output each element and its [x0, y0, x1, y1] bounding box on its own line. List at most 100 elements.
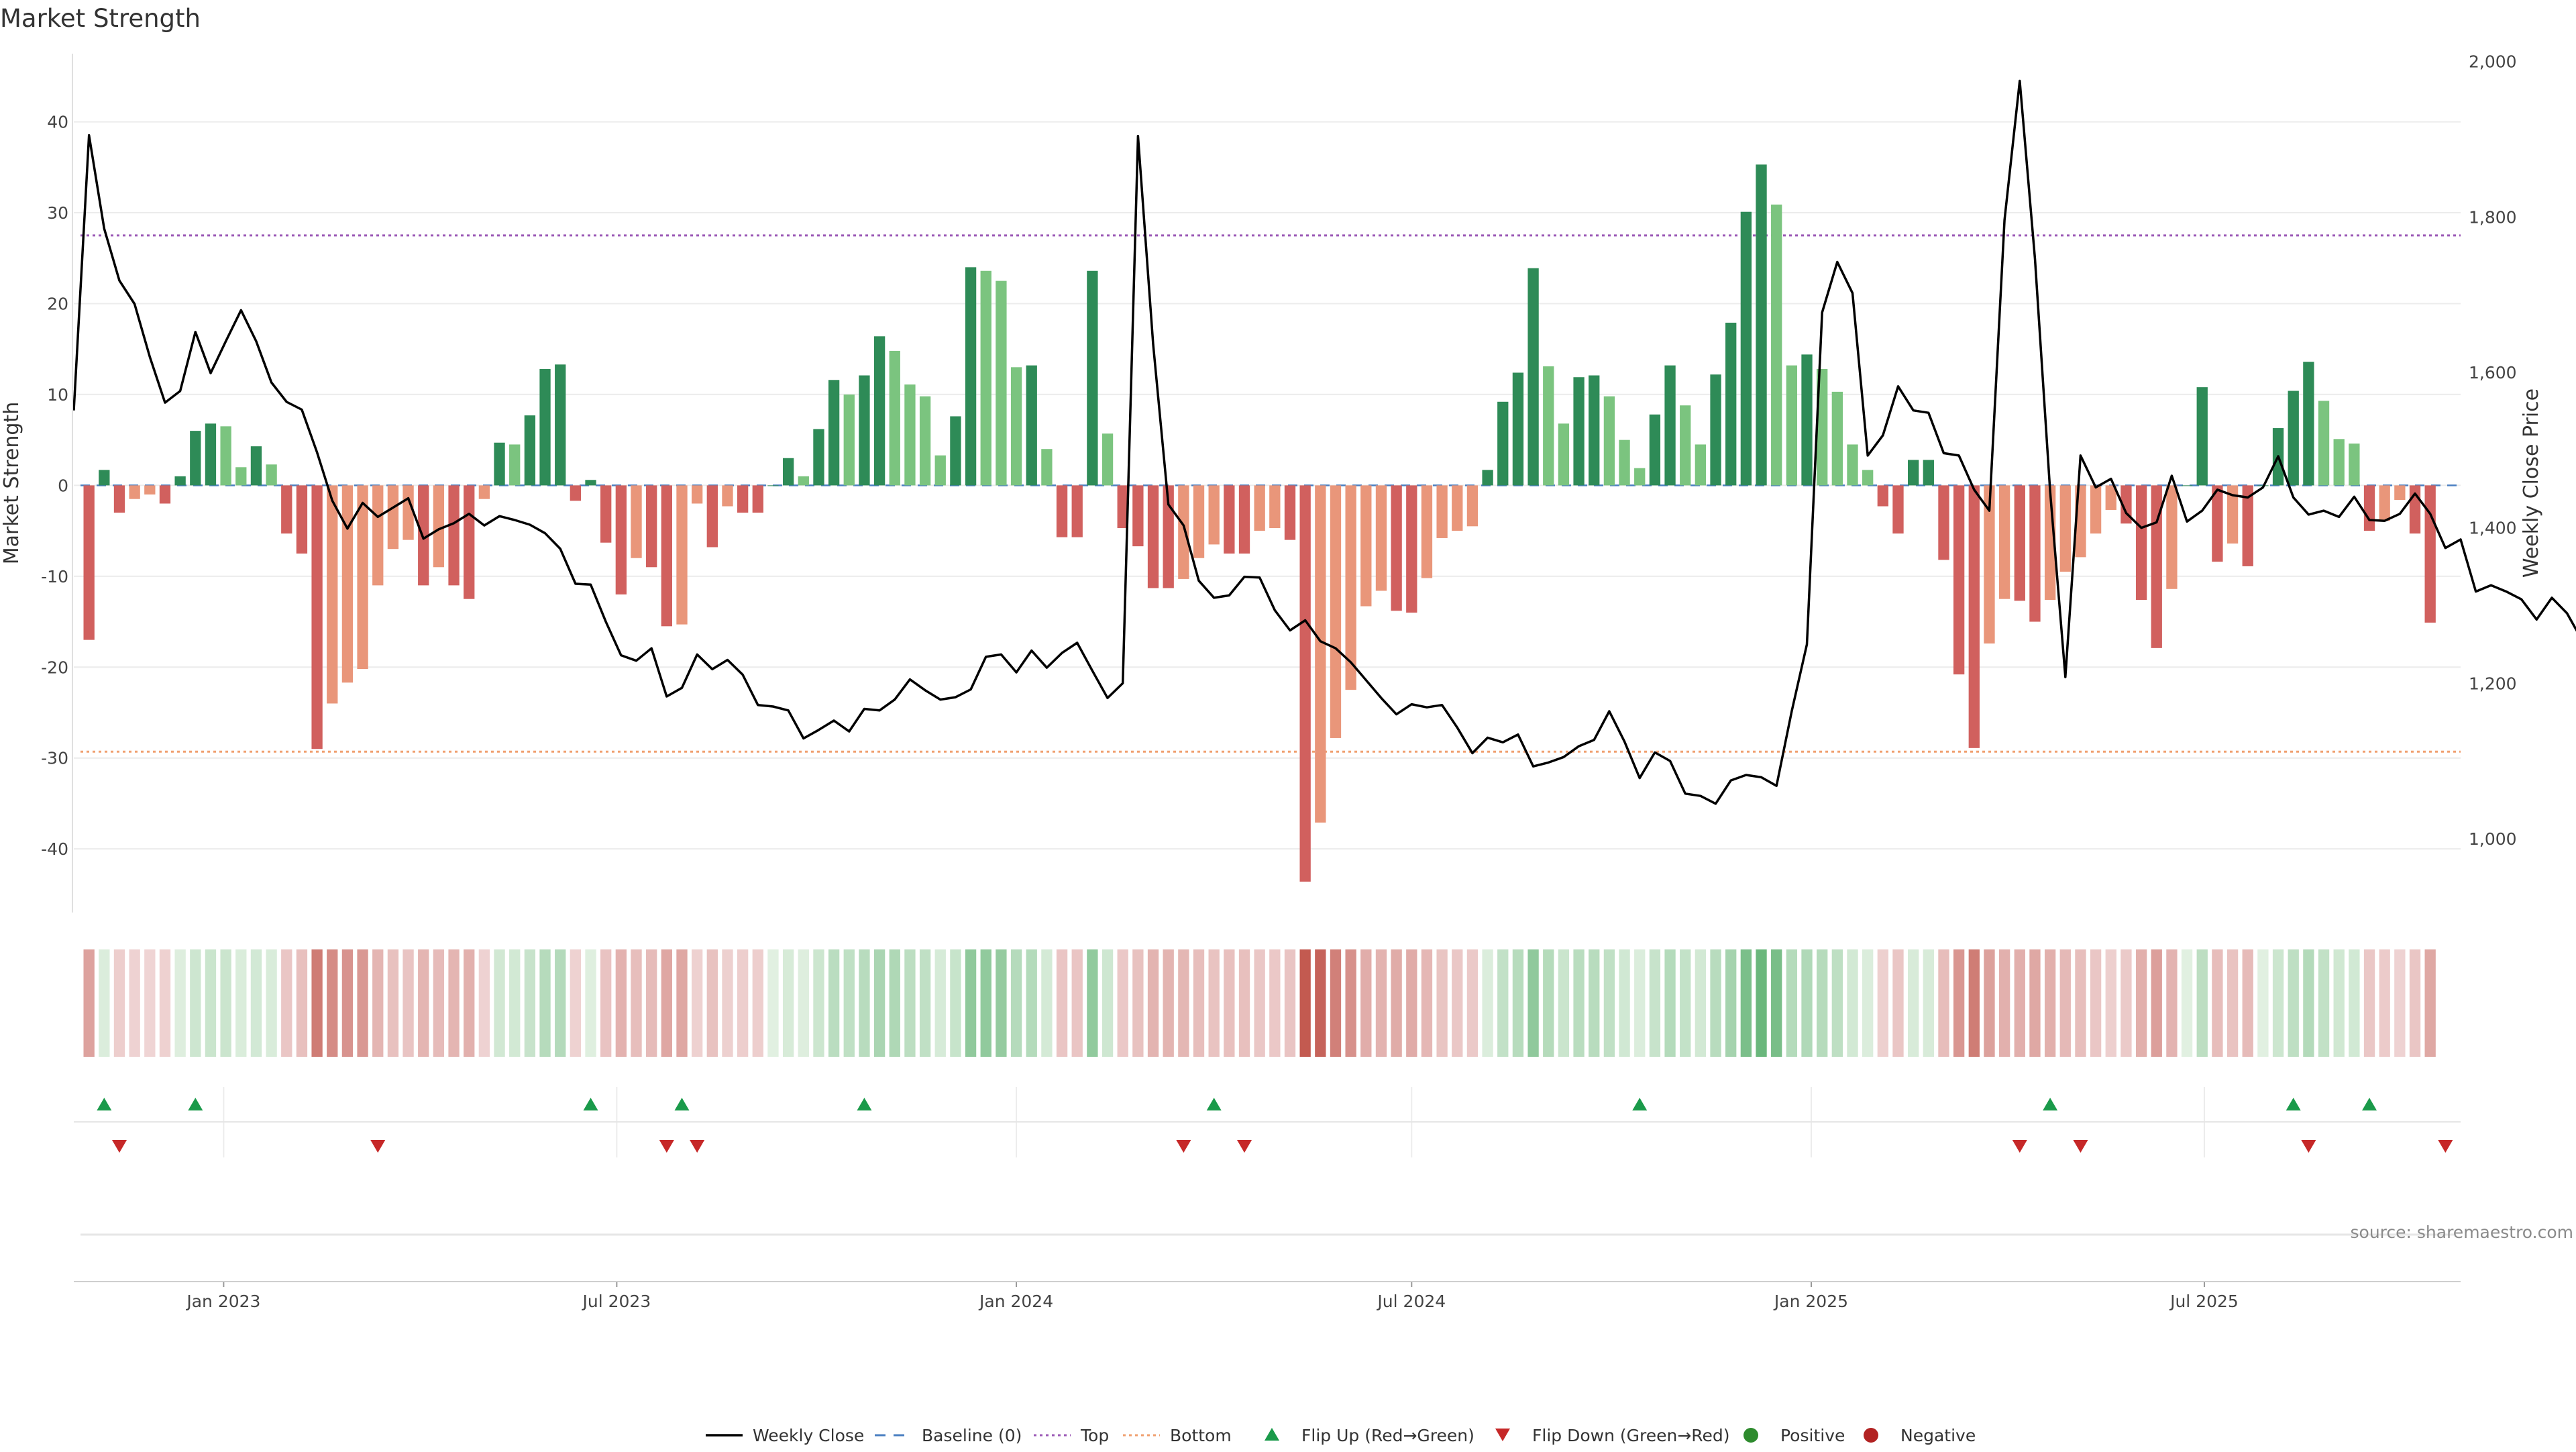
- right-tick-label: 1,000: [2469, 829, 2517, 849]
- strength-bar: [418, 485, 429, 586]
- legend-label-bottom: Bottom: [1170, 1426, 1232, 1445]
- strength-bar: [402, 485, 414, 540]
- strength-bar: [281, 485, 292, 534]
- right-tick-label: 1,800: [2469, 207, 2517, 227]
- heat-cell: [1847, 949, 1858, 1057]
- legend-swatch-flip-down: [1495, 1429, 1510, 1441]
- flip-markers: [97, 1098, 2453, 1153]
- heat-cell: [2242, 949, 2253, 1057]
- strength-bar: [1680, 405, 1691, 486]
- heat-cell: [1543, 949, 1554, 1057]
- strength-bar: [1452, 485, 1463, 531]
- heat-cell: [281, 949, 292, 1057]
- heat-cell: [83, 949, 95, 1057]
- strength-bar: [1847, 444, 1858, 486]
- strength-bar: [676, 485, 688, 625]
- heat-cell: [2059, 949, 2071, 1057]
- heat-cell: [1756, 949, 1767, 1057]
- strength-bar: [843, 394, 855, 486]
- heat-cell: [464, 949, 475, 1057]
- heat-cell: [129, 949, 140, 1057]
- heat-cell: [555, 949, 566, 1057]
- heat-cell: [357, 949, 368, 1057]
- strength-bar: [2349, 444, 2360, 486]
- strength-bar: [767, 485, 779, 486]
- heat-cell: [1634, 949, 1646, 1057]
- strength-bar: [934, 455, 946, 486]
- strength-bar: [1786, 365, 1798, 486]
- heat-cell: [1801, 949, 1813, 1057]
- heat-cell: [1421, 949, 1433, 1057]
- x-tick-label: Jan 2023: [185, 1292, 260, 1311]
- strength-bar: [1117, 485, 1128, 529]
- heat-cell: [798, 949, 809, 1057]
- heat-cell: [205, 949, 217, 1057]
- heat-cell: [1862, 949, 1874, 1057]
- strength-bar: [1953, 485, 1965, 675]
- strength-bar: [555, 364, 566, 486]
- heat-cell: [1923, 949, 1934, 1057]
- heat-cell: [1178, 949, 1189, 1057]
- strength-bar: [1010, 367, 1022, 486]
- strength-bar: [2212, 485, 2223, 562]
- heat-cell: [2272, 949, 2284, 1057]
- strength-bar: [1603, 396, 1615, 486]
- heat-cell: [1224, 949, 1235, 1057]
- strength-bar: [1862, 470, 1874, 486]
- strength-bar: [1193, 485, 1205, 558]
- heat-cell: [646, 949, 657, 1057]
- flip-up-marker: [583, 1098, 598, 1110]
- strength-bar: [433, 485, 445, 568]
- heat-cell: [296, 949, 308, 1057]
- heat-cell: [1907, 949, 1919, 1057]
- strength-bar: [1801, 354, 1813, 486]
- legend-label-negative: Negative: [1900, 1426, 1976, 1445]
- strength-bar: [1984, 485, 1995, 644]
- strength-bar: [341, 485, 354, 683]
- heat-cell: [2121, 949, 2132, 1057]
- strength-bar: [873, 336, 885, 486]
- heat-cell: [1740, 949, 1752, 1057]
- heat-cell: [737, 949, 749, 1057]
- heat-cell: [889, 949, 900, 1057]
- heat-cell: [934, 949, 946, 1057]
- heat-cell: [919, 949, 931, 1057]
- strength-bar: [2424, 485, 2436, 623]
- strength-bar: [1512, 372, 1524, 486]
- heat-cell: [1269, 949, 1281, 1057]
- heat-cell: [631, 949, 642, 1057]
- legend-label-top: Top: [1080, 1426, 1109, 1445]
- strength-bar: [1938, 485, 1949, 560]
- heat-cell: [1284, 949, 1296, 1057]
- strength-bar: [692, 485, 703, 504]
- strength-bar: [2318, 401, 2330, 486]
- heat-cell: [174, 949, 186, 1057]
- heat-cell: [1527, 949, 1539, 1057]
- heat-cell: [1710, 949, 1721, 1057]
- strength-bar: [722, 485, 733, 507]
- strength-bar: [1208, 485, 1220, 545]
- strength-bar: [737, 485, 749, 513]
- strength-bar: [1649, 414, 1661, 486]
- heat-cell: [1831, 949, 1843, 1057]
- heat-cell: [1315, 949, 1326, 1057]
- heat-cell: [1087, 949, 1098, 1057]
- strength-bar: [1907, 460, 1919, 486]
- strength-bar: [129, 485, 140, 499]
- heat-cell: [950, 949, 961, 1057]
- heat-cell: [2135, 949, 2147, 1057]
- heat-cell: [144, 949, 156, 1057]
- x-tick-label: Jul 2024: [1376, 1292, 1446, 1311]
- heat-cell: [433, 949, 445, 1057]
- strength-bar: [661, 485, 672, 627]
- heat-cell: [2288, 949, 2299, 1057]
- heat-cell: [1953, 949, 1965, 1057]
- left-tick-label: 40: [47, 113, 68, 132]
- heat-cell: [478, 949, 490, 1057]
- flip-down-marker: [370, 1140, 386, 1153]
- heat-cell: [904, 949, 916, 1057]
- strength-bar: [357, 485, 368, 669]
- strength-bar: [1619, 439, 1630, 486]
- strength-bar: [83, 485, 95, 640]
- heat-cell: [1649, 949, 1661, 1057]
